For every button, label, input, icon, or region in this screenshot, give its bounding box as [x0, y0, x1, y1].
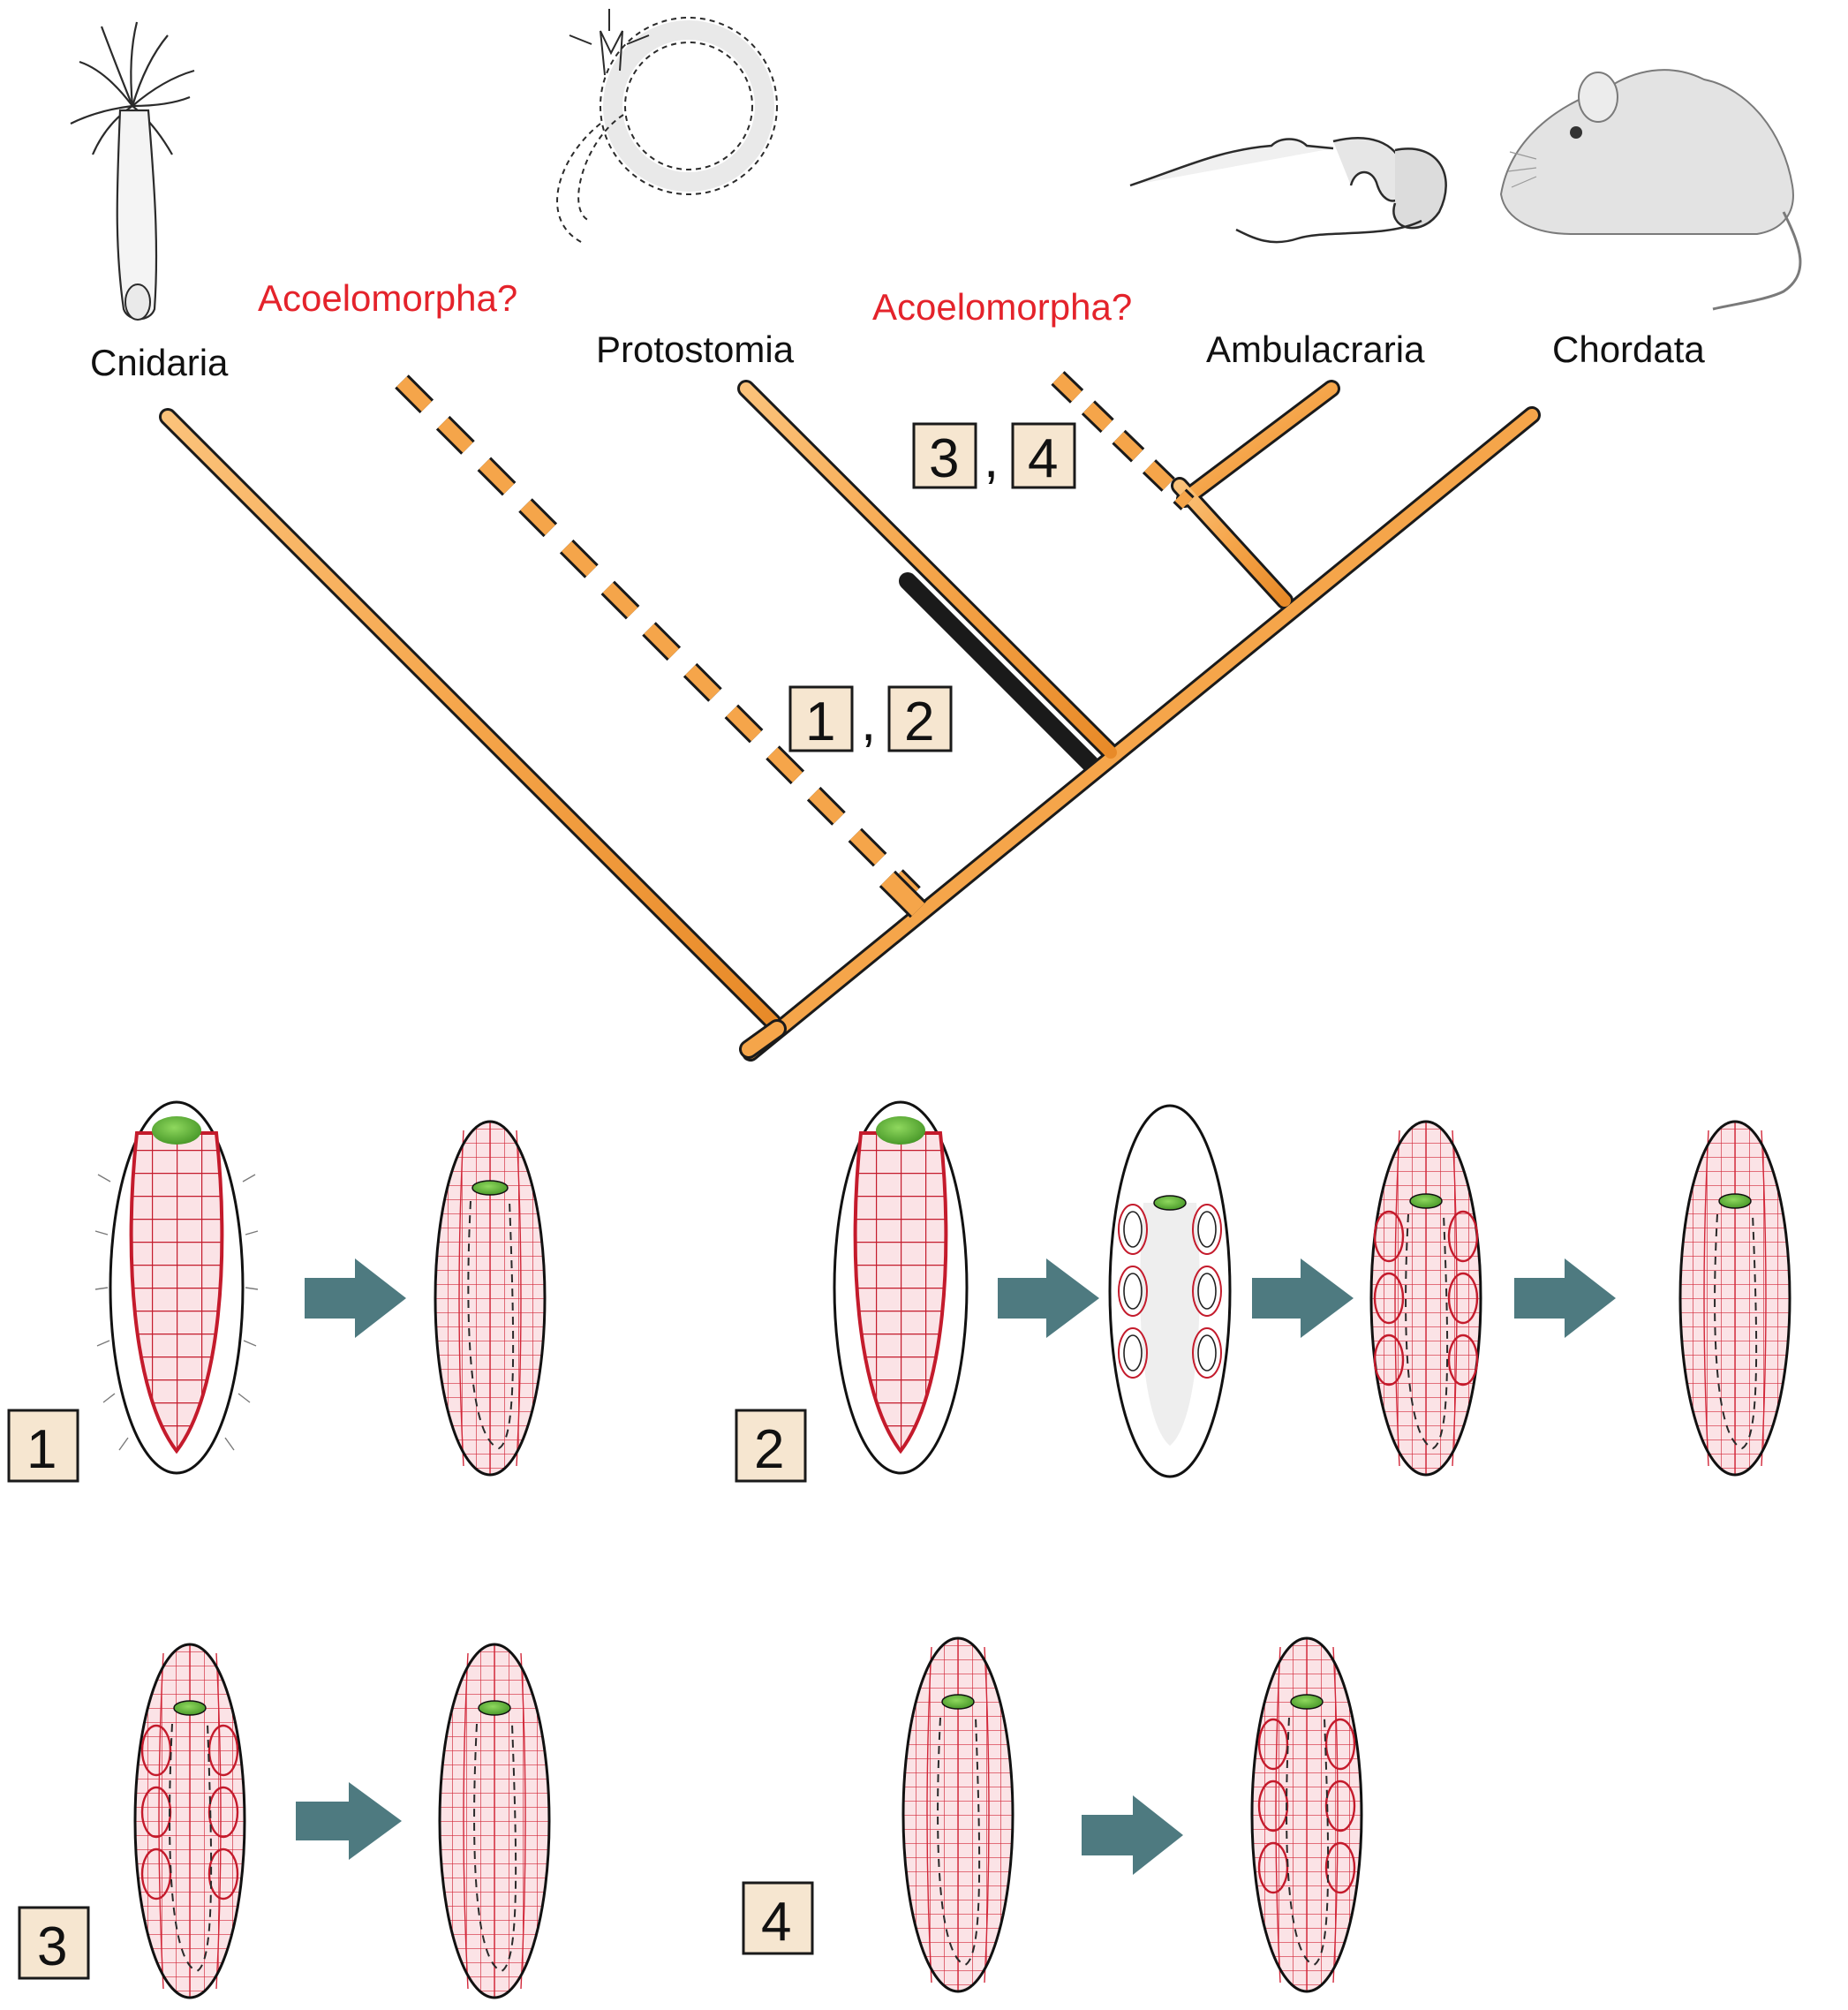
- scenario-marker-3: 3: [929, 428, 959, 489]
- svg-text:,: ,: [861, 691, 876, 752]
- scenario-marker-1-2: 1 , 2: [788, 685, 953, 752]
- acoel-body-ancestral: [833, 1100, 969, 1475]
- taxon-label-cnidaria: Cnidaria: [90, 342, 229, 383]
- acoel-body-intermediate: [1108, 1104, 1232, 1478]
- panel-4: 4: [742, 1636, 1363, 1993]
- acorn-worm-illustration: [1129, 137, 1447, 244]
- scenario-marker-4: 4: [1028, 428, 1058, 489]
- branch-ambulacraria: [1179, 382, 1338, 505]
- panel-label-4: 4: [761, 1892, 791, 1953]
- scenario-marker-1: 1: [805, 691, 835, 752]
- branch-acoelomorpha-deuterostome-dashed: [1051, 371, 1195, 510]
- cnidaria-illustration: [70, 21, 195, 321]
- transition-arrow: [305, 1258, 406, 1338]
- panel-label-3: 3: [37, 1916, 67, 1977]
- panel-2: 2: [735, 1100, 1791, 1483]
- transition-arrow: [998, 1258, 1099, 1338]
- taxon-label-chordata: Chordata: [1552, 329, 1705, 370]
- acoel-body-gridded-with-pouches: [1369, 1120, 1482, 1477]
- acoel-body-with-pouches: [1250, 1636, 1363, 1993]
- taxon-label-ambulacraria: Ambulacraria: [1206, 329, 1425, 370]
- branch-protostomia: [740, 382, 1117, 759]
- acoel-body-with-pouches: [133, 1643, 246, 1999]
- panel-3: 3: [18, 1643, 551, 1999]
- transition-arrow: [1514, 1258, 1616, 1338]
- branch-deuterostomia: [1173, 480, 1291, 607]
- transition-arrow: [1252, 1258, 1354, 1338]
- taxon-label-protostomia: Protostomia: [596, 329, 795, 370]
- taxon-label-acoelomorpha-deuterostome: Acoelomorpha?: [872, 286, 1132, 328]
- transition-arrow: [1082, 1795, 1183, 1875]
- acoel-body-derived: [1678, 1120, 1791, 1477]
- panel-1: 1: [7, 1100, 547, 1483]
- phylogenetic-tree: [159, 371, 1541, 1062]
- acoel-body-derived: [438, 1643, 551, 1999]
- acoel-body-ancestral: [94, 1100, 259, 1475]
- branch-bilateria-stem: [744, 409, 1538, 1059]
- scenario-marker-3-4: 3 , 4: [912, 422, 1076, 489]
- svg-text:,: ,: [984, 428, 999, 489]
- taxon-label-acoelomorpha-basal: Acoelomorpha?: [258, 277, 517, 319]
- branch-acoelomorpha-basal-dashed: [395, 374, 921, 901]
- mouse-illustration: [1499, 69, 1802, 311]
- panel-label-1: 1: [26, 1419, 57, 1480]
- acoel-body-derived: [434, 1120, 547, 1477]
- transition-arrow: [296, 1782, 402, 1860]
- scenario-marker-2: 2: [904, 691, 934, 752]
- annelid-illustration: [556, 9, 778, 244]
- branch-cnidaria: [162, 411, 779, 1028]
- acoel-body-derived: [901, 1636, 1015, 1993]
- panel-label-2: 2: [754, 1419, 784, 1480]
